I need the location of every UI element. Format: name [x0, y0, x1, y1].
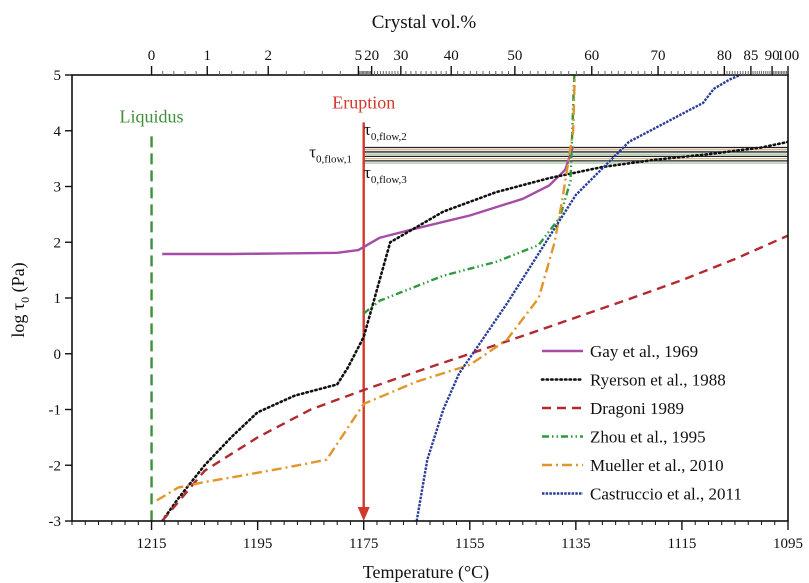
top-tick-label: 20: [364, 48, 379, 64]
y-tick-label: 1: [54, 291, 62, 307]
x-tick-label: 1195: [243, 536, 272, 552]
top-tick-label: 80: [717, 48, 732, 64]
top-tick-label: 70: [651, 48, 666, 64]
yield-band-label: τ0,flow,2: [364, 120, 407, 143]
y-tick-label: -3: [49, 514, 62, 530]
legend-label: Gay et al., 1969: [590, 342, 698, 361]
x-tick-label: 1095: [773, 536, 803, 552]
x-tick-label: 1155: [455, 536, 484, 552]
series-line: [160, 140, 788, 521]
top-tick-label: 40: [444, 48, 459, 64]
y-axis-title: log τ0 (Pa): [8, 262, 32, 337]
x-axis-title: Temperature (°C): [363, 562, 489, 583]
top-tick-label: 5: [355, 48, 363, 64]
eruption-label: Eruption: [332, 92, 395, 112]
series-line: [415, 75, 741, 521]
y-tick-label: 4: [54, 124, 62, 140]
top-tick-label: 85: [743, 48, 758, 64]
legend-label: Mueller et al., 2010: [590, 456, 724, 475]
y-tick-label: 2: [54, 235, 62, 251]
eruption-arrowhead: [357, 507, 370, 521]
top-tick-label: 50: [507, 48, 522, 64]
x-tick-label: 1115: [667, 536, 696, 552]
legend-label: Dragoni 1989: [590, 399, 684, 418]
annotations: Liquidus Eruption τ0,flow,2 τ0,flow,1 τ0,flo…: [120, 92, 408, 186]
yield-band-label: τ0,flow,3: [364, 163, 407, 186]
series-line: [362, 75, 576, 315]
series-layer: [156, 75, 788, 521]
series-line: [156, 75, 576, 502]
x-tick-label: 1135: [561, 536, 590, 552]
legend-label: Zhou et al., 1995: [590, 428, 706, 447]
reference-lines: [150, 122, 370, 521]
top-tick-label: 2: [264, 48, 272, 64]
x-tick-label: 1175: [349, 536, 378, 552]
liquidus-label: Liquidus: [120, 106, 184, 126]
y-tick-label: 5: [54, 68, 62, 84]
top-tick-label: 30: [393, 48, 408, 64]
top-tick-label: 90: [765, 48, 780, 64]
legend-label: Ryerson et al., 1988: [590, 371, 726, 390]
axis-ticks: 1215 1195 1175 1155 1135 1115 1095 -3 -2 -1 0 1 2 3 4 5…: [49, 48, 804, 552]
series-line: [162, 146, 575, 256]
top-tick-label: 60: [584, 48, 599, 64]
yield-band-label: τ0,flow,1: [309, 143, 352, 166]
legend-label: Castruccio et al., 2011: [590, 485, 742, 504]
legend: Gay et al., 1969 Ryerson et al., 1988 Drag…: [540, 342, 742, 504]
series-line: [161, 234, 788, 521]
y-tick-label: -2: [49, 458, 62, 474]
top-axis-title: Crystal vol.%: [372, 12, 477, 33]
yield-band: [363, 146, 788, 164]
top-tick-label: 0: [148, 48, 156, 64]
top-tick-label: 100: [777, 48, 800, 64]
top-tick-label: 1: [203, 48, 211, 64]
x-tick-label: 1215: [137, 536, 167, 552]
y-tick-label: 0: [54, 347, 62, 363]
y-tick-label: 3: [54, 180, 62, 196]
y-tick-label: -1: [49, 403, 62, 419]
